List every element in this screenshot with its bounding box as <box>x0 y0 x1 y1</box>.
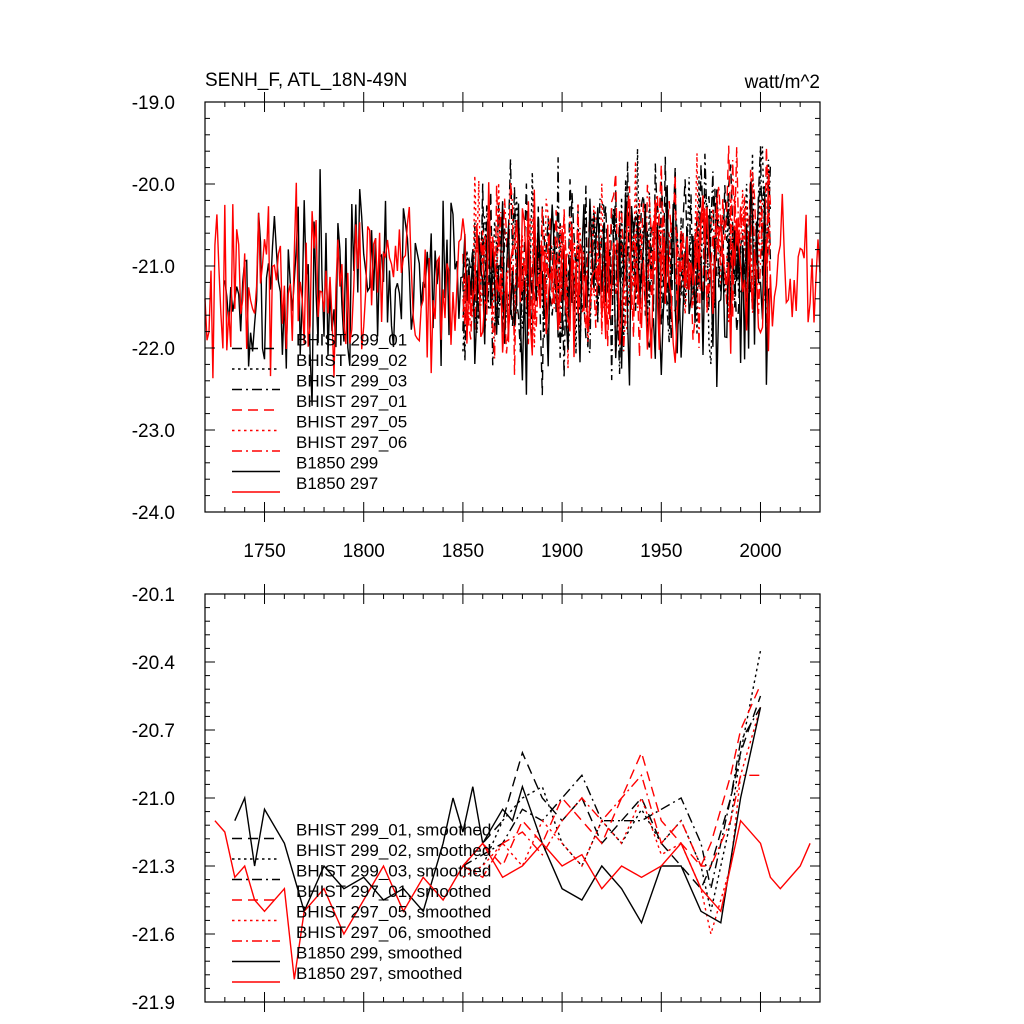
y-tick-label: -20.7 <box>132 721 175 742</box>
legend-label: BHIST 299_02, smoothed <box>296 841 491 860</box>
y-tick-label: -21.0 <box>132 789 175 810</box>
y-tick-label: -22.0 <box>132 339 175 360</box>
x-tick-label: 1900 <box>541 541 583 562</box>
legend-label: BHIST 299_03 <box>296 372 407 391</box>
x-tick-label: 1750 <box>243 541 285 562</box>
legend-label: BHIST 297_05 <box>296 413 407 432</box>
series-line-bhist-297-06-smoothed <box>462 773 761 879</box>
series-line-bhist-299-03-smoothed <box>462 706 762 889</box>
series-line-bhist-299-01-smoothed <box>462 695 762 890</box>
series-line-bhist-297-05-smoothed <box>462 707 762 935</box>
y-tick-label: -19.0 <box>132 93 175 114</box>
legend-label: BHIST 297_01 <box>296 392 407 411</box>
legend-label: B1850 299 <box>296 454 378 473</box>
y-tick-label: -21.9 <box>132 993 175 1014</box>
top-panel-title: SENH_F, ATL_18N-49N <box>205 70 407 91</box>
series-line-bhist-297-01-smoothed <box>462 684 762 868</box>
top-panel-series <box>204 145 821 406</box>
top-panel-ticks: -24.0 -23.0 -22.0 -21.0 -20.0 -19.0 1750 1800 18… <box>132 92 821 562</box>
series-line-bhist-299-02-smoothed <box>462 650 762 912</box>
legend-label: BHIST 297_01, smoothed <box>296 882 491 901</box>
series-line-bhist-297-06 <box>462 147 772 376</box>
series-line-b1850-297 <box>204 182 821 379</box>
legend-label: BHIST 297_05, smoothed <box>296 903 491 922</box>
legend-label: BHIST 297_06 <box>296 433 407 452</box>
y-tick-label: -23.0 <box>132 421 175 442</box>
bottom-panel-series <box>214 650 811 980</box>
series-line-b1850-299 <box>224 169 771 406</box>
legend-label: BHIST 299_03, smoothed <box>296 862 491 881</box>
y-tick-label: -20.0 <box>132 175 175 196</box>
legend-label: B1850 299, smoothed <box>296 944 462 963</box>
y-tick-label: -21.3 <box>132 857 175 878</box>
y-tick-label: -20.1 <box>132 585 175 606</box>
x-tick-label: 1850 <box>442 541 484 562</box>
series-line-bhist-299-03 <box>462 146 772 381</box>
top-panel-units: watt/m^2 <box>744 72 820 93</box>
y-tick-label: -24.0 <box>132 503 175 524</box>
x-tick-label: 1800 <box>343 541 385 562</box>
series-line-b1850-297-smoothed <box>214 819 811 980</box>
x-tick-label: 2000 <box>739 541 781 562</box>
legend-label: B1850 297 <box>296 474 378 493</box>
top-panel-frame <box>204 101 821 513</box>
legend-label: BHIST 299_01 <box>296 331 407 350</box>
top-panel: SENH_F, ATL_18N-49N watt/m^2 -24.0-23.0-… <box>132 70 821 562</box>
y-tick-label: -21.0 <box>132 257 175 278</box>
y-tick-label: -21.6 <box>132 925 175 946</box>
series-line-b1850-299-smoothed <box>234 707 762 925</box>
legend-label: BHIST 299_01, smoothed <box>296 821 491 840</box>
legend-label: BHIST 297_06, smoothed <box>296 923 491 942</box>
y-tick-label: -20.4 <box>132 653 176 674</box>
x-tick-label: 1950 <box>640 541 682 562</box>
legend-label: B1850 297, smoothed <box>296 964 462 983</box>
legend-label: BHIST 299_02 <box>296 351 407 370</box>
bottom-panel: -21.9 -21.6 -21.3 -21.0 -20.7 -20.4 -20.1 BHIS… <box>132 584 821 1014</box>
bottom-panel-ticks: -21.9 -21.6 -21.3 -21.0 -20.7 -20.4 -20.1 <box>132 584 821 1014</box>
